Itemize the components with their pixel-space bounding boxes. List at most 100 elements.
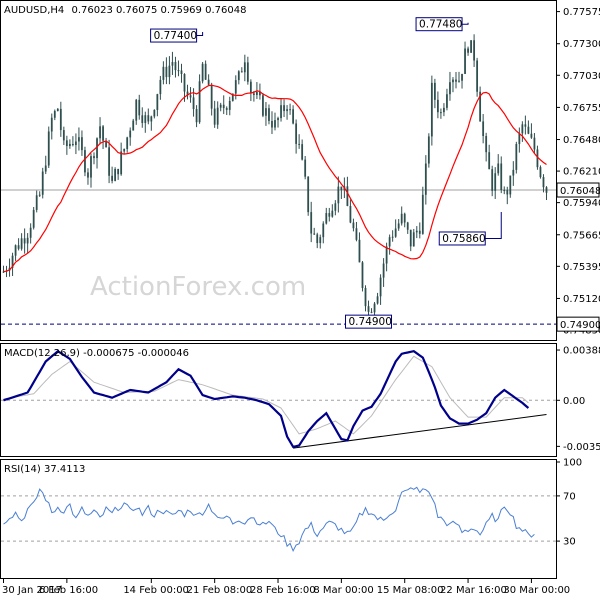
callout-box <box>438 231 486 246</box>
candle-body <box>252 93 255 95</box>
symbol-timeframe: AUDUSD,H4 <box>4 5 64 16</box>
candle-body <box>219 104 222 108</box>
candle-body <box>370 311 373 313</box>
macd-y-tick-label: 0.00 <box>563 396 585 407</box>
candle-body <box>180 70 183 75</box>
candle-body <box>542 177 545 188</box>
candle-body <box>452 79 454 83</box>
candle-body <box>111 175 114 181</box>
macd-y-axis: 0.003888 0.00 -0.003564 <box>556 346 600 453</box>
candle-body <box>14 245 17 256</box>
candle-body <box>473 40 475 61</box>
candle-body <box>99 126 101 139</box>
candle-body <box>301 144 304 160</box>
rsi-y-tick-label: 70 <box>563 491 576 502</box>
callout-connector <box>196 32 204 37</box>
candle-body <box>334 203 337 211</box>
candle-body <box>521 124 524 134</box>
callout-box <box>150 28 198 43</box>
macd-y-tick-label: -0.003564 <box>563 442 600 453</box>
candle-body <box>274 120 276 128</box>
price-callout: 0.74900 <box>345 314 393 329</box>
candle-body <box>138 99 141 116</box>
macd-y-tick-label: 0.003888 <box>563 346 600 357</box>
candle-body <box>361 262 364 289</box>
macd-panel: MACD(12,26,9) -0.000675 -0.000046 <box>0 343 557 457</box>
candle-body <box>440 112 442 114</box>
candle-body <box>497 163 500 174</box>
candle-body <box>527 126 530 134</box>
candle-body <box>355 228 358 240</box>
candle-body <box>246 62 249 82</box>
candle-body <box>265 108 267 116</box>
candle-body <box>310 212 313 234</box>
support-box <box>556 316 600 332</box>
current-price-label: 0.76048 <box>560 186 600 197</box>
candle-body <box>319 237 322 244</box>
moving-average-line <box>3 84 547 273</box>
price-panel: ActionForex.com 0.774000.774800.758600.7… <box>0 0 557 341</box>
price-panel-frame <box>0 0 557 341</box>
x-tick-label: 22 Mar 16:00 <box>440 585 507 596</box>
candle-body <box>2 271 5 273</box>
candle-body <box>41 171 44 195</box>
candle-body <box>512 169 515 176</box>
candle-body <box>59 108 62 131</box>
callout-connector <box>485 211 502 239</box>
candle-body <box>198 81 201 123</box>
candle-body <box>307 176 310 213</box>
candle-body <box>207 79 210 85</box>
candle-body <box>147 115 150 122</box>
x-tick-label: 21 Feb 08:00 <box>187 585 253 596</box>
callout-label: 0.74900 <box>349 316 392 328</box>
candle-body <box>364 288 367 307</box>
candle-body <box>141 115 144 124</box>
candle-body <box>90 156 92 178</box>
candle-body <box>210 84 213 109</box>
candle-body <box>476 60 479 92</box>
candle-body <box>464 48 466 74</box>
candle-body <box>394 228 397 237</box>
candle-body <box>418 230 421 234</box>
candle-body <box>424 163 427 195</box>
candle-body <box>533 137 536 150</box>
current-price-badge: 0.76048 <box>556 182 600 198</box>
candle-body <box>545 187 548 193</box>
macd-trendline <box>293 414 547 449</box>
candle-body <box>153 109 156 117</box>
candle-body <box>494 173 497 191</box>
rsi-panel: RSI(14) 37.4113 <box>0 459 557 579</box>
candle-body <box>509 175 512 195</box>
candle-body <box>75 141 77 146</box>
candle-body <box>313 233 316 235</box>
candle-body <box>102 126 104 141</box>
candle-body <box>159 79 162 95</box>
price-callout: 0.75860 <box>438 211 502 246</box>
candle-body <box>376 296 379 304</box>
candle-body <box>268 108 270 121</box>
x-tick-label: 6 Feb 16:00 <box>39 585 98 596</box>
candle-body <box>259 91 261 96</box>
rsi-y-axis: 100 70 30 <box>556 458 582 548</box>
candle-body <box>286 109 288 112</box>
candle-body <box>412 232 415 247</box>
candle-body <box>50 117 53 132</box>
candle-body <box>96 138 98 159</box>
candle-body <box>249 81 252 94</box>
candle-body <box>488 152 491 170</box>
candle-body <box>409 229 412 247</box>
candle-body <box>277 118 279 121</box>
candle-body <box>518 133 521 145</box>
candle-body <box>349 205 352 223</box>
candle-body <box>183 74 186 92</box>
candle-body <box>114 168 117 181</box>
macd-line <box>3 349 530 449</box>
support-label: 0.74900 <box>560 320 600 331</box>
candle-body <box>461 73 463 81</box>
candle-body <box>150 116 153 122</box>
candle-body <box>177 70 180 72</box>
candle-body <box>503 190 506 192</box>
